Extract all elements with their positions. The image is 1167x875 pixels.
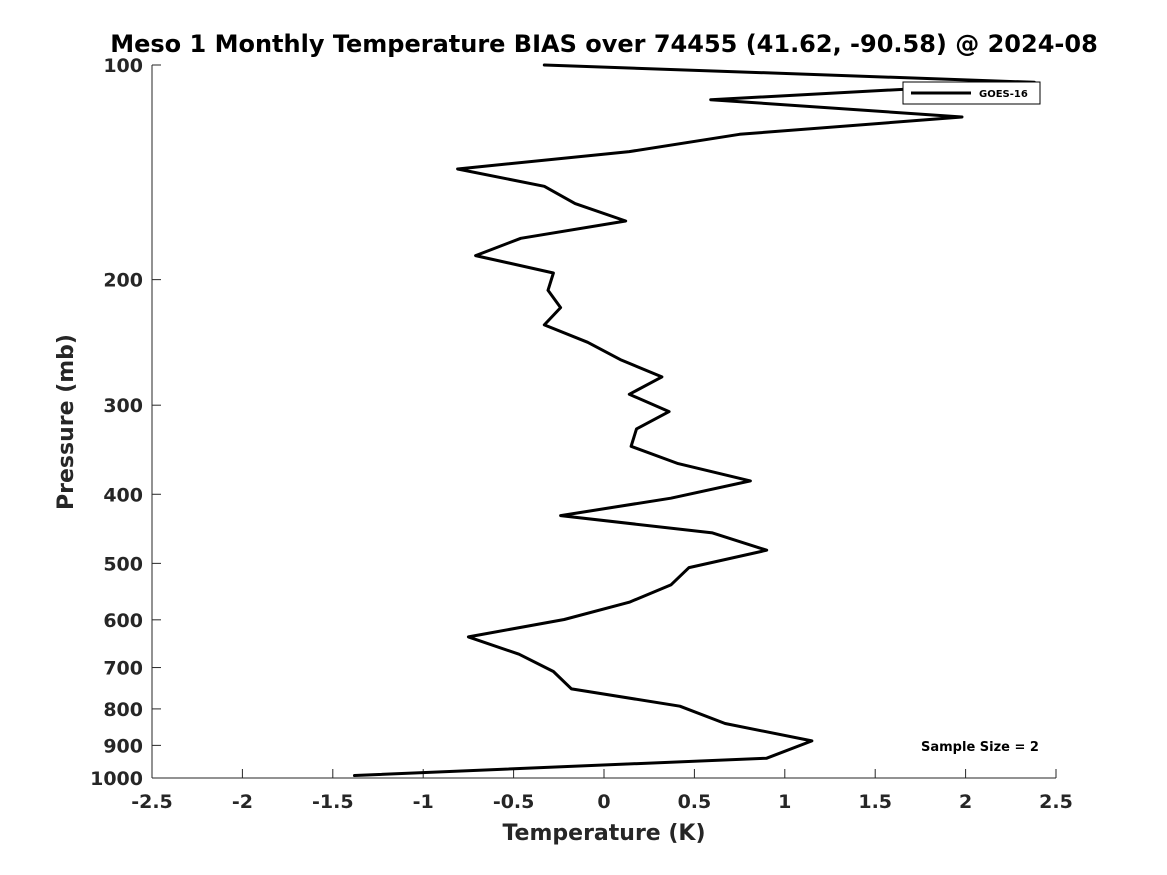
y-tick-label: 600 [103, 610, 143, 632]
x-tick-label: 2 [959, 791, 972, 813]
x-tick-label: -2.5 [131, 791, 173, 813]
y-axis-label: Pressure (mb) [54, 334, 79, 510]
x-ticks: -2.5 -2 -1.5 -1 -0.5 0 0.5 1 1.5 2 2.5 [131, 769, 1073, 813]
y-tick-label: 900 [103, 735, 143, 757]
chart-title: Meso 1 Monthly Temperature BIAS over 744… [110, 30, 1098, 58]
x-tick-label: 0.5 [678, 791, 712, 813]
x-tick-label: 1 [778, 791, 791, 813]
y-ticks: 100 200 300 400 500 600 700 800 900 1000 [90, 55, 161, 790]
x-tick-label: -0.5 [493, 791, 535, 813]
y-tick-label: 800 [103, 699, 143, 721]
x-tick-label: -1 [413, 791, 434, 813]
x-tick-label: 0 [597, 791, 610, 813]
x-tick-label: 2.5 [1039, 791, 1073, 813]
x-tick-label: -1.5 [312, 791, 354, 813]
y-tick-label: 200 [103, 270, 143, 292]
y-tick-label: 1000 [90, 768, 143, 790]
y-tick-label: 100 [103, 55, 143, 77]
y-tick-label: 300 [103, 395, 143, 417]
y-tick-label: 700 [103, 658, 143, 680]
y-tick-label: 500 [103, 553, 143, 575]
series-line-goes-16 [353, 63, 1036, 777]
x-axis-label: Temperature (K) [502, 821, 705, 846]
sample-size-annotation: Sample Size = 2 [921, 740, 1039, 755]
x-tick-label: -2 [232, 791, 253, 813]
legend-box [902, 81, 1041, 105]
series-layer [353, 63, 1036, 777]
y-tick-label: 400 [103, 484, 143, 506]
x-tick-label: 1.5 [858, 791, 892, 813]
plot-axes [151, 65, 1056, 779]
legend: GOES-16 [902, 81, 1041, 105]
legend-label: GOES-16 [979, 89, 1028, 100]
